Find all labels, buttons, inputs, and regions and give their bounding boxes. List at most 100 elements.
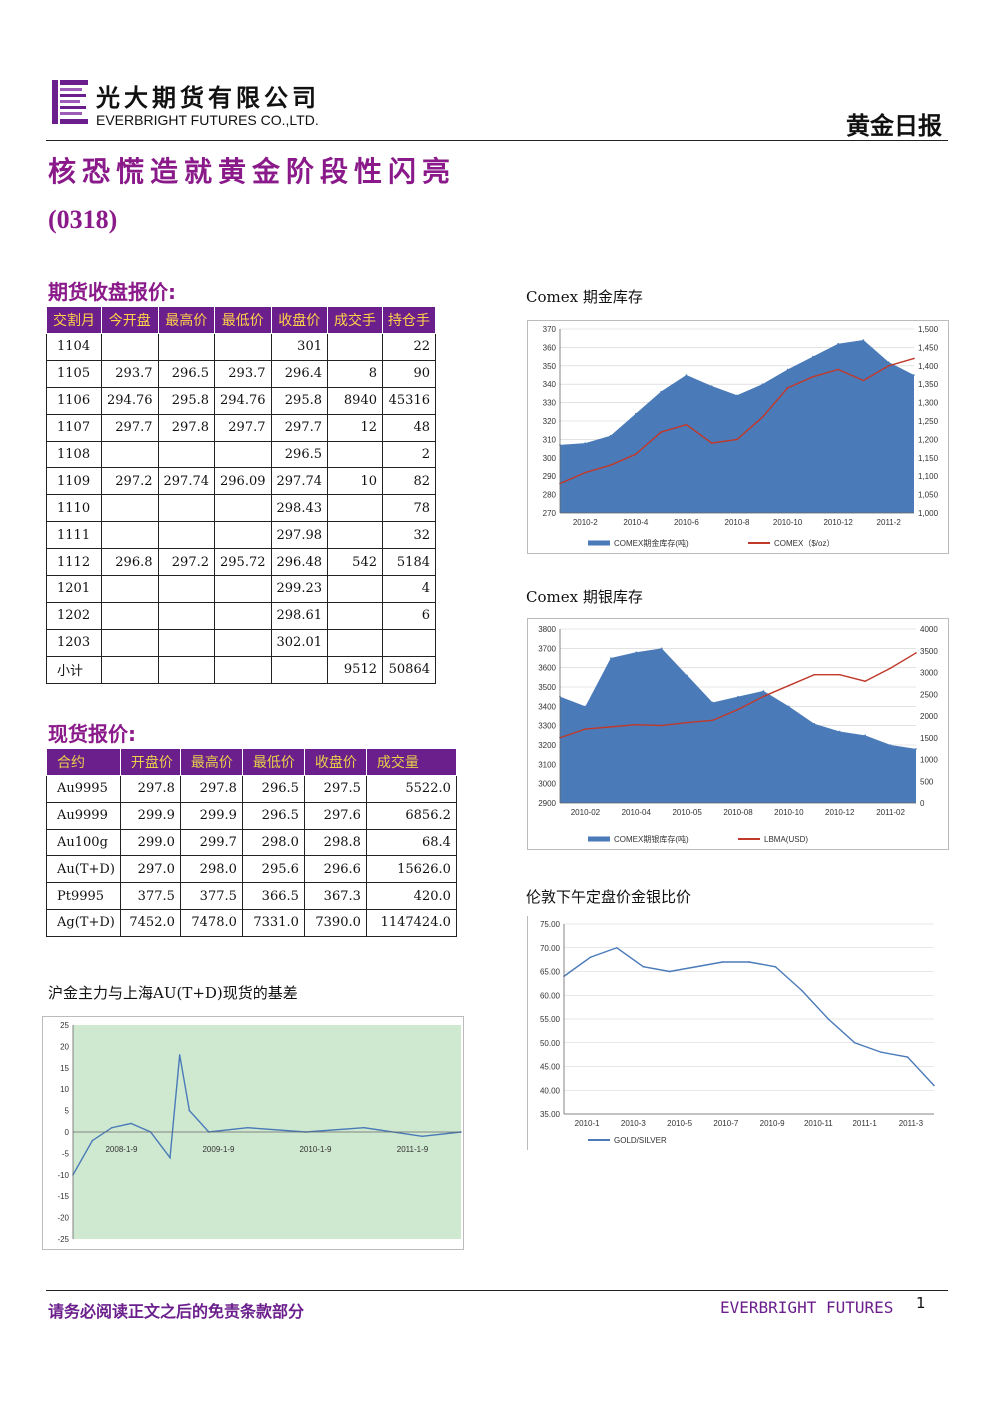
- table-header-row: 合约 开盘价 最高价 最低价 收盘价 成交量: [46, 748, 457, 776]
- table-cell: 297.8: [119, 775, 181, 803]
- table-cell: [327, 628, 383, 657]
- data-point: [660, 724, 663, 727]
- table-cell: [157, 655, 215, 684]
- table-cell: 1201: [46, 575, 102, 603]
- table-cell: 9512: [327, 655, 383, 684]
- y-tick-label: 3000: [538, 780, 556, 789]
- data-point: [761, 416, 764, 419]
- data-point: [685, 423, 688, 426]
- column-header: 合约: [46, 748, 121, 776]
- table-cell: 6856.2: [365, 801, 457, 830]
- table-cell: 1112: [46, 548, 102, 577]
- data-point: [609, 464, 612, 466]
- data-point: [721, 961, 724, 963]
- table-cell: 22: [382, 333, 436, 361]
- data-point: [827, 1018, 830, 1020]
- table-cell: 297.8: [157, 413, 215, 442]
- y-tick-label: 3500: [538, 683, 556, 692]
- data-point: [111, 1126, 113, 1129]
- table-header-row: 交割月 今开盘 最高价 最低价 收盘价 成交手 持仓手: [46, 306, 436, 334]
- table-cell: 298.43: [270, 494, 328, 523]
- x-tick-label: 2011-1: [852, 1119, 877, 1128]
- legend-label: GOLD/SILVER: [614, 1136, 667, 1145]
- table-cell: 296.6: [303, 855, 367, 884]
- table-cell: 299.7: [179, 828, 243, 857]
- data-point: [246, 1126, 249, 1129]
- table-cell: 293.7: [101, 359, 159, 388]
- footer-brand: EVERBRIGHT FUTURES: [720, 1298, 894, 1317]
- data-point: [635, 723, 638, 726]
- legend-label: COMEX（$/oz）: [774, 539, 834, 548]
- x-tick-label: 2010-12: [823, 518, 853, 527]
- x-tick-label: 2010-12: [825, 808, 855, 817]
- table-cell: 1110: [46, 494, 102, 523]
- y-tick-label: 0: [65, 1128, 70, 1137]
- chart-title-gold-silver-ratio: 伦敦下午定盘价金银比价: [526, 888, 692, 906]
- y-tick-label: 10: [60, 1085, 69, 1094]
- y-right-tick-label: 500: [920, 777, 934, 786]
- table-cell: 1202: [46, 601, 102, 630]
- table-cell: 296.09: [214, 467, 272, 496]
- data-point: [788, 684, 790, 687]
- table-cell: [101, 440, 159, 469]
- y-tick-label: 350: [543, 362, 557, 371]
- table-row: 1107 297.7 297.8 297.7 297.7 12 48: [46, 413, 436, 442]
- y-tick-label: 5: [65, 1107, 70, 1116]
- data-point: [788, 705, 790, 708]
- y-right-tick-label: 1,250: [918, 417, 939, 426]
- legend-label: COMEX期银库存(吨): [614, 834, 689, 844]
- data-point: [737, 708, 739, 711]
- y-tick-label: 340: [543, 380, 557, 389]
- table-cell: 297.0: [119, 855, 181, 884]
- table-cell: 297.98: [270, 521, 328, 550]
- data-point: [421, 1135, 424, 1138]
- x-tick-label: 2010-8: [725, 518, 750, 527]
- y-tick-label: -5: [62, 1149, 70, 1158]
- chart-title-silver-stock: Comex 期银库存: [526, 588, 643, 606]
- data-point: [889, 667, 892, 669]
- page-number: 1: [916, 1294, 926, 1312]
- table-row: 1109 297.2 297.74 296.09 297.74 10 82: [46, 467, 436, 496]
- table-cell: [214, 494, 272, 523]
- table-cell: 10: [327, 467, 383, 496]
- data-point: [685, 374, 688, 376]
- data-point: [610, 657, 612, 659]
- table-cell: 301: [270, 333, 328, 361]
- x-tick-label: 2010-08: [723, 808, 753, 817]
- y-tick-label: 3600: [538, 664, 556, 673]
- x-tick-label: 2010-6: [674, 518, 699, 527]
- table-cell: [327, 494, 383, 523]
- data-point: [837, 368, 839, 371]
- table-cell: 82: [382, 467, 436, 496]
- y-tick-label: -10: [57, 1171, 69, 1180]
- x-tick-label: 2010-5: [667, 1119, 692, 1128]
- y-tick-label: 70.00: [540, 944, 561, 953]
- table-row: 1105 293.7 296.5 293.7 296.4 8 90: [46, 359, 436, 388]
- x-tick-label: 2010-11: [804, 1119, 833, 1128]
- data-point: [635, 651, 638, 653]
- x-tick-label: 2010-1: [575, 1119, 600, 1128]
- data-point: [660, 390, 662, 393]
- y-tick-label: 360: [543, 343, 557, 352]
- table-cell: 294.76: [101, 386, 159, 415]
- y-tick-label: -20: [57, 1214, 69, 1223]
- data-point: [853, 1041, 856, 1044]
- table-cell: 296.5: [270, 440, 328, 469]
- data-point: [584, 728, 587, 730]
- chart-title-basis: 沪金主力与上海AU(T+D)现货的基差: [48, 984, 298, 1002]
- data-point: [933, 1084, 935, 1087]
- table-cell: [157, 628, 215, 657]
- y-right-tick-label: 1,300: [918, 399, 939, 408]
- table-row: Au9999 299.9 299.9 296.5 297.6 6856.2: [46, 801, 457, 830]
- table-cell: 377.5: [119, 882, 181, 910]
- table-cell: 296.48: [270, 548, 328, 577]
- data-point: [748, 961, 750, 963]
- report-title: 核恐慌造就黄金阶段性闪亮: [48, 155, 457, 188]
- data-point: [761, 383, 764, 385]
- table-cell: [157, 494, 215, 523]
- table-row: 1104 301 22: [46, 333, 436, 361]
- table-cell: Au9999: [46, 801, 121, 830]
- table-cell: 299.23: [270, 575, 328, 603]
- table-cell: [157, 440, 215, 469]
- gold-stock-chart: 370 360 350 340 330 320 310 300 290 280 270 1,500 1,…: [527, 320, 949, 554]
